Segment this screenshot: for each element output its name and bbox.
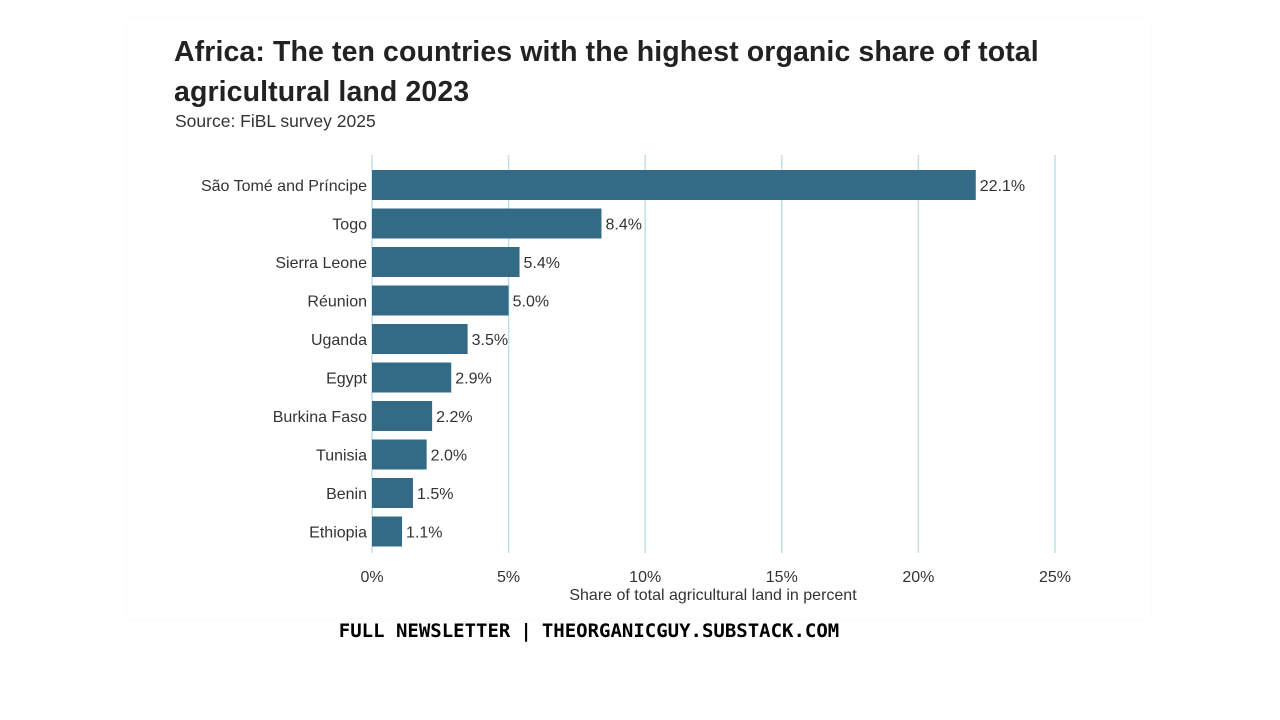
category-label: Sierra Leone — [275, 255, 367, 272]
footer-separator: | — [520, 620, 532, 642]
x-tick-label: 25% — [1039, 569, 1071, 586]
footer-newsletter-text: FULL NEWSLETTER — [338, 620, 511, 642]
footer-link-text[interactable]: THEORGANICGUY.SUBSTACK.COM — [541, 620, 840, 642]
data-label: 22.1% — [980, 178, 1025, 195]
category-label: Ethiopia — [309, 525, 367, 542]
category-label: Réunion — [307, 294, 367, 311]
bar-chart: São Tomé and Príncipe Togo Sierra Leone Réu… — [201, 155, 1071, 604]
data-label: 5.0% — [513, 294, 549, 311]
data-label: 2.0% — [431, 448, 467, 465]
bar — [372, 285, 509, 316]
category-label: Uganda — [311, 332, 367, 349]
category-label: Burkina Faso — [273, 409, 367, 426]
bar — [372, 170, 976, 200]
data-label: 1.1% — [406, 525, 442, 542]
bars — [372, 170, 976, 547]
data-label: 2.2% — [436, 409, 472, 426]
bar — [372, 247, 520, 277]
x-tick-label: 0% — [360, 569, 383, 586]
category-label: Togo — [332, 217, 367, 234]
x-tick-label: 10% — [629, 569, 661, 586]
bar — [372, 439, 427, 470]
data-label: 8.4% — [605, 217, 641, 234]
category-labels: São Tomé and Príncipe Togo Sierra Leone Réu… — [201, 178, 368, 542]
bar — [372, 208, 602, 239]
bar — [372, 324, 468, 354]
data-label: 3.5% — [472, 332, 508, 349]
category-label: São Tomé and Príncipe — [201, 178, 367, 195]
data-label: 1.5% — [417, 486, 453, 503]
data-label: 2.9% — [455, 371, 491, 388]
data-label: 5.4% — [524, 255, 560, 272]
chart-title: Africa: The ten countries with the highe… — [174, 36, 1039, 108]
footer-banner: FULL NEWSLETTER | THEORGANICGUY.SUBSTACK.C… — [0, 618, 1178, 644]
x-tick-label: 20% — [902, 569, 934, 586]
x-tick-labels: 0% 5% 10% 15% 20% 25% — [360, 569, 1071, 586]
x-tick-label: 5% — [497, 569, 520, 586]
bar — [372, 516, 403, 547]
bar — [372, 401, 433, 431]
x-axis-label: Share of total agricultural land in perc… — [569, 587, 857, 604]
data-labels: 22.1% 8.4% 5.4% 5.0% 3.5% 2.9% 2.2% 2.0% 1.5% 1.1… — [406, 178, 1025, 542]
chart-card — [128, 20, 1150, 618]
category-label: Benin — [326, 486, 367, 503]
category-label: Egypt — [326, 371, 367, 388]
chart-source: Source: FiBL survey 2025 — [175, 111, 376, 131]
bar — [372, 478, 413, 508]
bar — [372, 362, 452, 393]
category-label: Tunisia — [316, 448, 367, 465]
x-tick-label: 15% — [766, 569, 798, 586]
